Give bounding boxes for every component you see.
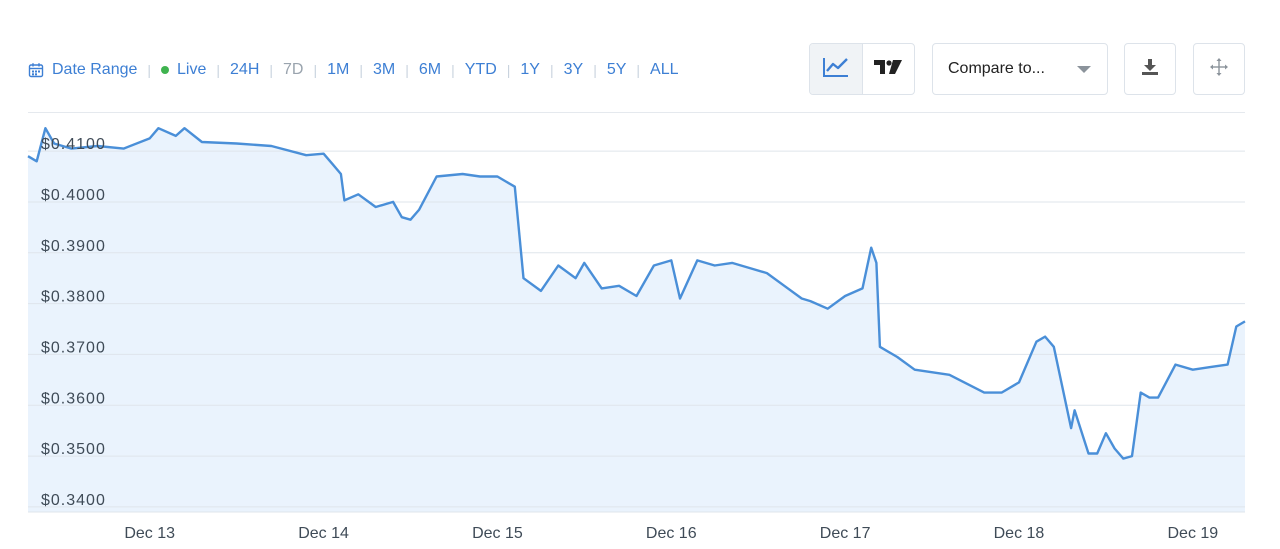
move-icon <box>1210 57 1228 81</box>
separator: | <box>216 62 221 78</box>
range-option-1m[interactable]: 1M <box>327 61 350 78</box>
compare-label: Compare to... <box>948 60 1045 77</box>
x-tick-label: Dec 19 <box>1167 525 1218 542</box>
range-option-24h[interactable]: 24H <box>230 61 260 78</box>
y-tick-label: $0.3800 <box>41 289 106 306</box>
calendar-icon[interactable] <box>28 62 44 78</box>
compare-dropdown[interactable]: Compare to... <box>932 43 1108 95</box>
separator: | <box>269 62 274 78</box>
separator: | <box>405 62 409 78</box>
tradingview-button[interactable] <box>863 44 915 94</box>
x-tick-label: Dec 13 <box>124 525 175 542</box>
range-options: | 24H | 7D | 1M | 3M | 6M | YTD | 1Y | 3Y | 5Y | ALL <box>206 61 678 79</box>
separator: | <box>359 62 363 78</box>
download-icon <box>1141 58 1159 81</box>
y-tick-label: $0.3500 <box>41 441 106 458</box>
line-chart-button[interactable] <box>810 44 863 94</box>
range-option-6m[interactable]: 6M <box>418 61 442 78</box>
chart-type-toggle <box>809 43 915 95</box>
separator: | <box>506 62 511 78</box>
y-tick-label: $0.4000 <box>41 187 106 204</box>
separator: | <box>451 62 455 78</box>
x-tick-label: Dec 15 <box>472 525 523 542</box>
range-option-3m[interactable]: 3M <box>373 61 396 78</box>
download-button[interactable] <box>1124 43 1176 95</box>
y-tick-label: $0.3600 <box>41 390 106 407</box>
range-option-5y[interactable]: 5Y <box>606 61 627 78</box>
price-area <box>28 128 1245 512</box>
separator: | <box>147 62 152 78</box>
price-line <box>27 126 1246 460</box>
x-tick-label: Dec 18 <box>994 525 1045 542</box>
range-option-all[interactable]: ALL <box>650 61 679 78</box>
x-tick-label: Dec 17 <box>820 525 871 542</box>
range-option-ytd[interactable]: YTD <box>464 61 497 78</box>
toolbar-divider <box>28 112 1245 113</box>
y-tick-label: $0.3700 <box>41 339 106 356</box>
chevron-down-icon <box>1077 66 1091 73</box>
live-button[interactable]: Live <box>177 61 207 78</box>
range-option-1y[interactable]: 1Y <box>520 61 540 78</box>
y-tick-label: $0.3400 <box>41 492 106 509</box>
date-range-button[interactable]: Date Range <box>52 61 138 78</box>
x-tick-label: Dec 14 <box>298 525 349 542</box>
range-toolbar: Date Range | Live | 24H | 7D | 1M | 3M | 6M | YTD | 1… <box>28 58 679 82</box>
range-option-3y[interactable]: 3Y <box>563 61 584 78</box>
line-chart-icon <box>822 56 850 83</box>
separator: | <box>593 62 597 78</box>
live-indicator-icon <box>161 66 170 74</box>
separator: | <box>313 62 318 78</box>
range-option-7d[interactable]: 7D <box>283 61 304 78</box>
y-tick-label: $0.4100 <box>41 136 106 153</box>
separator: | <box>549 62 554 78</box>
separator: | <box>636 62 641 78</box>
tradingview-icon <box>873 59 903 80</box>
x-tick-label: Dec 16 <box>646 525 697 542</box>
y-tick-label: $0.3900 <box>41 238 106 255</box>
fullscreen-button[interactable] <box>1193 43 1245 95</box>
